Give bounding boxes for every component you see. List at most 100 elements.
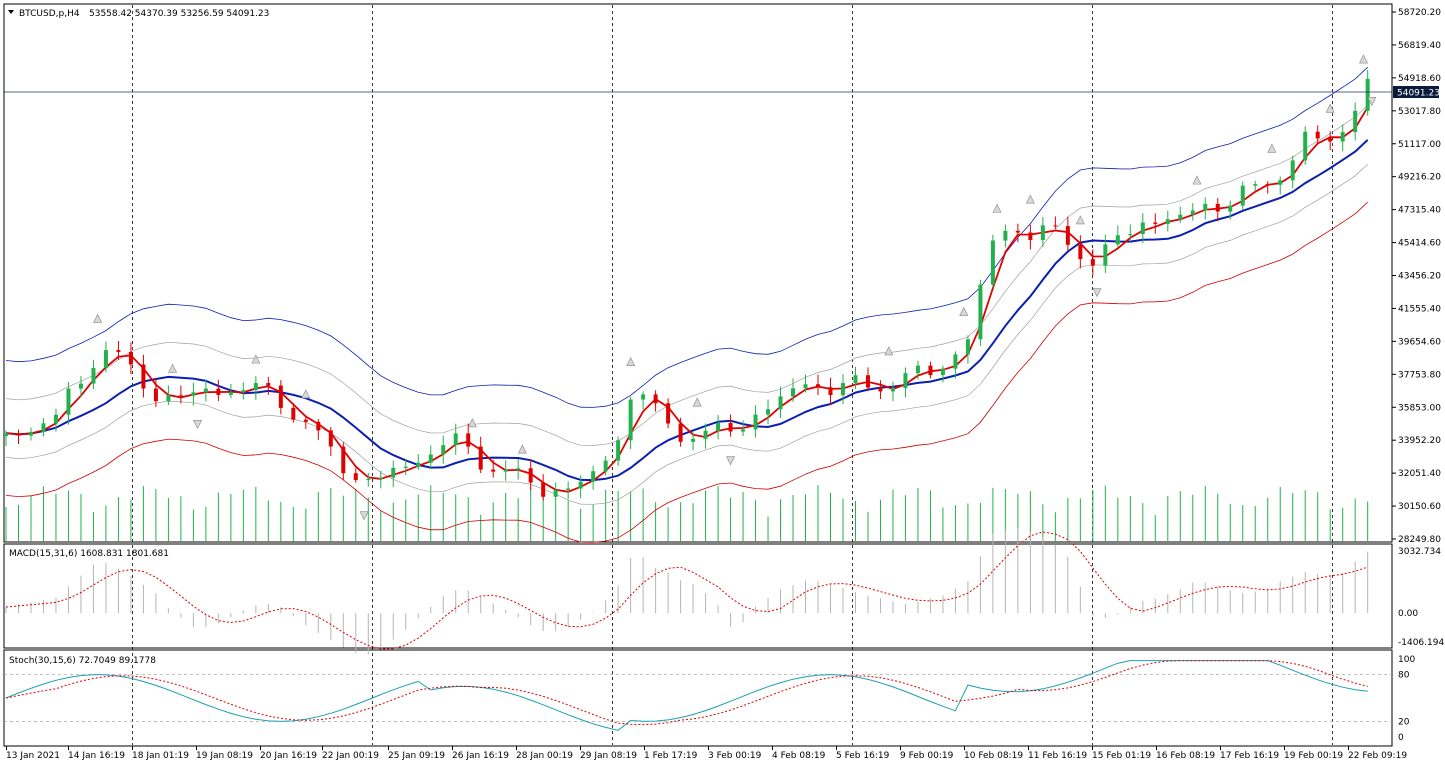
candle-body bbox=[1153, 222, 1158, 224]
fractal-up-icon bbox=[1359, 54, 1368, 64]
price-label: 56819.40 bbox=[1398, 41, 1441, 51]
candle-body bbox=[341, 446, 346, 474]
candle-body bbox=[91, 368, 96, 384]
candle-body bbox=[1190, 210, 1195, 215]
candle-body bbox=[653, 394, 658, 404]
candle-body bbox=[216, 388, 221, 395]
candle-body bbox=[816, 384, 821, 388]
price-label: 41555.40 bbox=[1398, 304, 1441, 314]
candle-body bbox=[66, 388, 71, 415]
price-label: 53017.80 bbox=[1398, 107, 1441, 117]
fast-ma bbox=[5, 106, 1369, 493]
fractal-up-icon bbox=[959, 306, 969, 316]
candle-body bbox=[791, 388, 796, 397]
candle-body bbox=[403, 466, 408, 468]
candle-body bbox=[728, 422, 733, 432]
time-label: 10 Feb 08:19 bbox=[964, 751, 1023, 761]
candle-body bbox=[915, 365, 920, 374]
candle-body bbox=[928, 365, 933, 376]
candle-body bbox=[503, 469, 508, 472]
candle-body bbox=[4, 433, 8, 437]
lower-band bbox=[5, 201, 1368, 543]
fractal-up-icon bbox=[467, 418, 477, 428]
candle-body bbox=[903, 373, 908, 389]
time-label: 17 Feb 16:19 bbox=[1220, 751, 1279, 761]
fractal-down-icon bbox=[1092, 288, 1102, 298]
candle-body bbox=[1353, 110, 1358, 133]
stoch-panel[interactable] bbox=[3, 649, 1393, 747]
candle-body bbox=[578, 481, 583, 489]
time-label: 28 Jan 00:19 bbox=[516, 751, 573, 761]
candle-body bbox=[491, 469, 496, 472]
candle-body bbox=[1178, 214, 1183, 220]
candle-body bbox=[1065, 226, 1070, 245]
envelope-bands bbox=[5, 66, 1369, 543]
candle-body bbox=[178, 395, 183, 397]
slow-ma bbox=[5, 139, 1369, 482]
candle-body bbox=[691, 438, 696, 442]
candle-body bbox=[541, 482, 546, 497]
candle-body bbox=[41, 423, 46, 432]
price-label: 33952.20 bbox=[1398, 436, 1441, 446]
macd-axis-label: 0.00 bbox=[1398, 609, 1418, 619]
price-panel[interactable] bbox=[3, 3, 1393, 543]
collapse-triangle-icon[interactable] bbox=[8, 10, 14, 14]
candle-body bbox=[103, 350, 108, 369]
price-label: 49216.20 bbox=[1398, 173, 1441, 183]
time-label: 20 Jan 16:19 bbox=[260, 751, 317, 761]
candle-body bbox=[978, 284, 983, 340]
candle-body bbox=[741, 429, 746, 432]
candle-body bbox=[241, 390, 246, 393]
stoch-axis-label: 20 bbox=[1398, 717, 1410, 727]
candle-body bbox=[1103, 244, 1108, 266]
candle-body bbox=[391, 467, 396, 478]
time-label: 19 Feb 00:19 bbox=[1284, 751, 1343, 761]
macd-signal-line bbox=[5, 531, 1368, 650]
macd-axis-label: -1406.194 bbox=[1398, 638, 1444, 648]
candle-body bbox=[428, 454, 433, 463]
stoch-main-line bbox=[5, 660, 1368, 731]
fractal-down-icon bbox=[1367, 97, 1377, 107]
candle-body bbox=[116, 350, 121, 352]
candle-body bbox=[516, 468, 521, 470]
candle-body bbox=[828, 387, 833, 396]
candle-body bbox=[1315, 131, 1320, 139]
time-label: 26 Jan 16:19 bbox=[452, 751, 509, 761]
candle-body bbox=[28, 431, 33, 436]
candle-body bbox=[1290, 160, 1295, 181]
time-label: 5 Feb 16:19 bbox=[836, 751, 890, 761]
time-label: 16 Feb 08:19 bbox=[1156, 751, 1215, 761]
time-label: 9 Feb 00:19 bbox=[900, 751, 954, 761]
price-axis: 58720.20 56819.40 54918.60 53017.80 51117.00… bbox=[1392, 8, 1441, 545]
fractal-down-icon bbox=[359, 511, 369, 521]
candle-body bbox=[890, 388, 895, 392]
candle-body bbox=[478, 446, 483, 470]
candle-body bbox=[166, 395, 171, 402]
candle-body bbox=[716, 422, 721, 431]
candle-body bbox=[78, 383, 83, 389]
price-label: 58720.20 bbox=[1398, 8, 1441, 18]
time-label: 25 Jan 09:19 bbox=[388, 751, 445, 761]
price-label: 47315.40 bbox=[1398, 206, 1441, 216]
fractal-up-icon bbox=[251, 354, 261, 364]
time-label: 1 Feb 17:19 bbox=[644, 751, 698, 761]
candle-body bbox=[353, 473, 358, 481]
macd-indicator: 3032.734 0.00 -1406.194 bbox=[5, 528, 1444, 655]
candle-body bbox=[253, 383, 258, 391]
candle-body bbox=[766, 409, 771, 415]
candle-body bbox=[703, 430, 708, 439]
candle-body bbox=[1078, 244, 1083, 260]
price-label: 54918.60 bbox=[1398, 74, 1441, 84]
price-label: 39654.60 bbox=[1398, 337, 1441, 347]
candle-body bbox=[953, 354, 958, 369]
candlesticks bbox=[4, 69, 1370, 503]
macd-panel[interactable] bbox=[3, 543, 1393, 649]
fractal-up-icon bbox=[692, 397, 702, 407]
candle-body bbox=[1265, 184, 1270, 186]
stoch-axis-label: 80 bbox=[1398, 671, 1410, 681]
fractal-up-icon bbox=[93, 313, 103, 323]
fractal-up-icon bbox=[1192, 175, 1202, 185]
fractal-up-icon bbox=[1025, 194, 1035, 204]
candle-body bbox=[1015, 230, 1020, 233]
